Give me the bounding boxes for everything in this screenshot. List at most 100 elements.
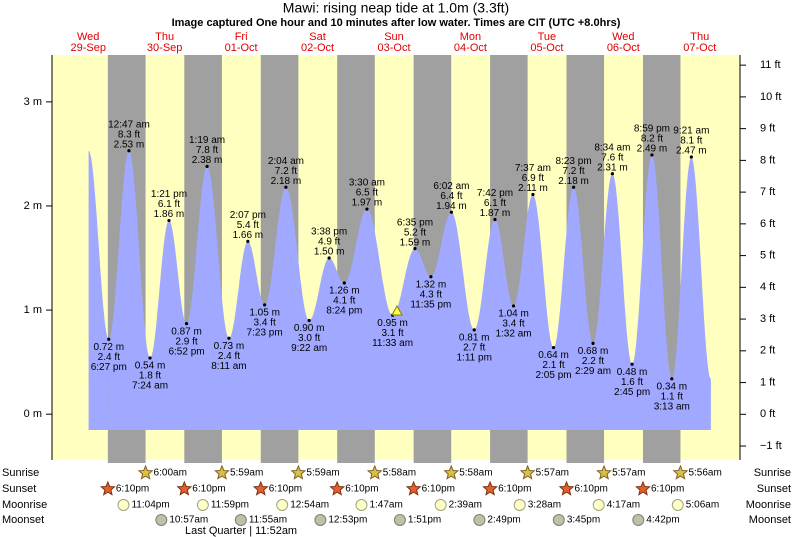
sunrise-icon <box>290 464 307 480</box>
tide-segment <box>207 166 230 430</box>
tide-label: 2.4 ft <box>98 352 120 363</box>
date-label: 03-Oct <box>377 42 410 54</box>
tide-label: 8:34 am <box>594 142 630 153</box>
plot-foreground: Wed29-SepThu30-SepFri01-OctSat02-OctSun0… <box>2 31 791 526</box>
sunrise-icon <box>596 464 612 480</box>
tide-extreme <box>591 341 595 345</box>
sunset-icon <box>558 480 575 496</box>
tide-label: 2.38 m <box>192 155 223 166</box>
tide-label: 2:45 pm <box>614 387 650 398</box>
tide-extreme <box>650 153 654 157</box>
almanac-time: 6:10pm <box>498 484 531 495</box>
tide-label: 6.9 ft <box>522 173 544 184</box>
tide-label: 12:47 am <box>108 119 150 130</box>
day-label: Tue <box>538 31 557 43</box>
day-label: Thu <box>155 31 174 43</box>
tide-label: 6:27 pm <box>91 362 127 373</box>
row-label: Moonrise <box>746 499 791 511</box>
y2-tick-label: 5 ft <box>760 250 775 262</box>
moonrise-icon <box>513 499 526 511</box>
tide-label: 1:11 pm <box>457 352 492 363</box>
tide-label: 7.6 ft <box>601 152 623 163</box>
tide-label: 4.3 ft <box>420 289 442 300</box>
y-tick-label: 3 m <box>24 96 42 108</box>
sunrise-icon <box>137 464 154 480</box>
almanac-time: 5:56am <box>688 468 721 479</box>
tide-label: 8.3 ft <box>118 129 140 140</box>
tide-label: 2.49 m <box>637 144 668 155</box>
tide-segment <box>593 173 613 430</box>
tide-extreme <box>365 207 369 211</box>
almanac-time: 6:00am <box>154 468 187 479</box>
almanac-time: 6:10pm <box>116 484 149 495</box>
tide-label: 1.94 m <box>436 201 467 212</box>
day-label: Fri <box>235 31 248 43</box>
row-label: Sunrise <box>754 467 791 479</box>
tide-extreme <box>284 185 288 189</box>
sunrise-icon <box>672 464 689 480</box>
almanac-time: 1:51pm <box>408 515 441 526</box>
tide-segment <box>494 219 515 430</box>
tide-label: 0.54 m <box>135 361 166 372</box>
almanac-time: 6:10pm <box>345 484 378 495</box>
tide-label: 2.2 ft <box>582 356 604 367</box>
tide-extreme <box>184 322 189 326</box>
sunset-icon <box>329 480 346 496</box>
tide-segment <box>671 157 692 430</box>
row-label: Sunset <box>2 483 36 495</box>
tide-label: 7.2 ft <box>562 166 584 177</box>
tide-extreme <box>227 336 231 340</box>
tide-label: 3:30 am <box>349 178 385 189</box>
moonset-icon <box>632 514 645 526</box>
tide-label: 7:24 am <box>132 381 168 392</box>
tide-label: 2.4 ft <box>218 351 240 362</box>
y2-tick-label: 4 ft <box>760 281 775 293</box>
sunset-icon <box>176 480 193 496</box>
y2-tick-label: 2 ft <box>760 345 775 357</box>
y-tick-label: 1 m <box>24 304 42 316</box>
tide-label: 1.97 m <box>352 198 383 209</box>
tide-label: 7.8 ft <box>196 145 218 156</box>
tide-label: 6.4 ft <box>440 191 462 202</box>
day-label: Sun <box>384 31 404 43</box>
y-tick-label: 0 m <box>24 408 42 420</box>
moonset-icon <box>473 514 486 526</box>
almanac-time: 5:59am <box>306 468 339 479</box>
day-label: Wed <box>77 31 99 43</box>
tide-label: 7:42 pm <box>477 188 513 199</box>
tide-label: 6:02 am <box>433 181 469 192</box>
tide-label: 6:52 pm <box>168 346 204 357</box>
sunrise-icon <box>366 464 383 480</box>
almanac-time: 10:57am <box>169 515 208 526</box>
y-tick-label: 2 m <box>24 200 42 212</box>
tide-label: 1:19 am <box>189 135 225 146</box>
tide-label: 2:29 am <box>575 366 611 377</box>
tide-extreme <box>689 155 693 159</box>
tide-label: 11:33 am <box>372 338 413 349</box>
tide-extreme <box>531 192 535 197</box>
almanac-time: 4:17am <box>607 500 640 511</box>
day-label: Mon <box>460 31 481 43</box>
tide-segment <box>150 220 170 430</box>
tide-label: 2.31 m <box>597 162 628 173</box>
tide-label: 1:32 am <box>495 329 531 340</box>
tide-segment <box>309 258 330 430</box>
tide-extreme <box>472 328 476 332</box>
tide-label: 2.11 m <box>518 183 548 194</box>
day-label: Thu <box>690 31 709 43</box>
tide-label: 2.9 ft <box>175 336 197 347</box>
almanac-time: 11:04pm <box>131 500 169 511</box>
almanac-time: 6:10pm <box>575 484 608 495</box>
day-label: Wed <box>612 31 634 43</box>
tide-segment <box>651 154 673 430</box>
sunset-icon <box>635 480 651 496</box>
tide-label: 7:37 am <box>515 163 551 174</box>
chart-subtitle: Image captured One hour and 10 minutes a… <box>172 17 621 29</box>
almanac-time: 5:57am <box>536 468 569 479</box>
date-label: 07-Oct <box>683 42 716 54</box>
almanac-time: 6:10pm <box>422 484 455 495</box>
tide-extreme <box>307 318 311 323</box>
tide-segment <box>392 248 416 430</box>
almanac-time: 4:42pm <box>646 515 679 526</box>
date-label: 02-Oct <box>301 42 334 54</box>
